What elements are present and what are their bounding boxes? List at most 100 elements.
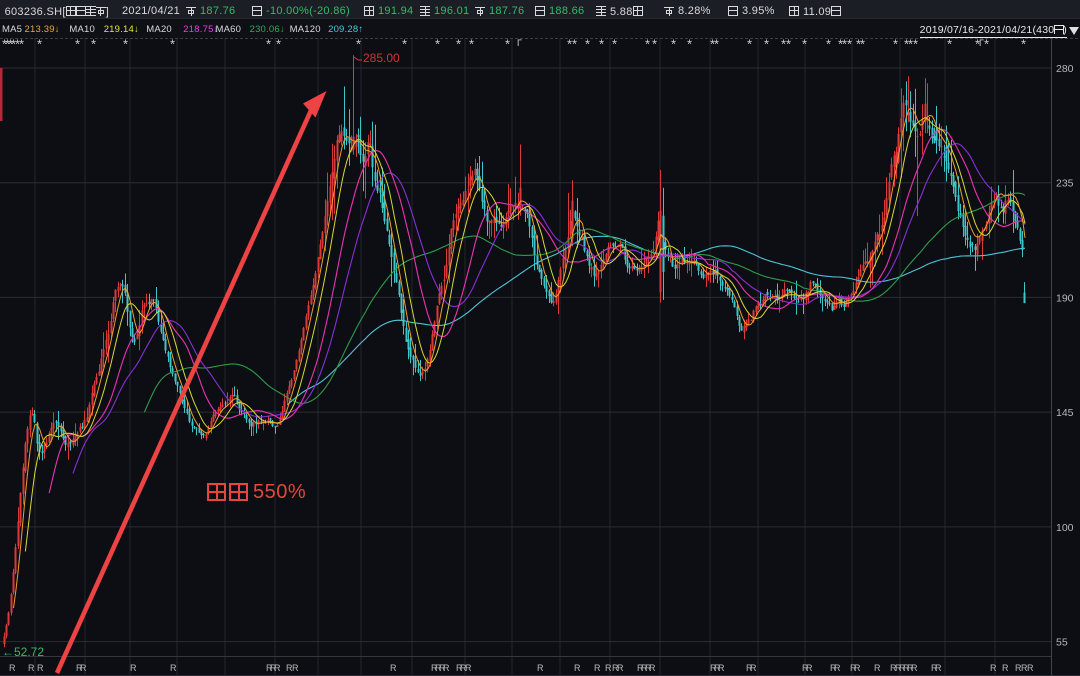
- svg-text:*: *: [913, 37, 918, 52]
- svg-text:*: *: [567, 37, 572, 52]
- svg-text:R: R: [274, 663, 281, 673]
- svg-text:Γ: Γ: [517, 38, 522, 48]
- svg-text:*: *: [904, 37, 909, 52]
- svg-text:*: *: [645, 37, 650, 52]
- svg-text:R: R: [830, 663, 837, 673]
- svg-text:R: R: [802, 663, 809, 673]
- svg-text:R: R: [270, 663, 277, 673]
- svg-text:*: *: [456, 37, 461, 52]
- svg-text:R: R: [1015, 663, 1022, 673]
- svg-text:R: R: [895, 663, 902, 673]
- svg-text:R: R: [931, 663, 938, 673]
- svg-text:R: R: [645, 663, 652, 673]
- svg-text:R: R: [890, 663, 897, 673]
- svg-text:*: *: [469, 37, 474, 52]
- svg-text:*: *: [947, 37, 952, 52]
- svg-text:R: R: [76, 663, 83, 673]
- svg-text:*: *: [572, 37, 577, 52]
- svg-text:R: R: [1002, 663, 1009, 673]
- svg-text:R: R: [292, 663, 299, 673]
- svg-text:R: R: [714, 663, 721, 673]
- svg-text:*: *: [19, 37, 24, 52]
- svg-text:R: R: [431, 663, 438, 673]
- svg-text:*: *: [585, 37, 590, 52]
- svg-text:R: R: [907, 663, 914, 673]
- svg-text:*: *: [714, 37, 719, 52]
- svg-text:*: *: [2, 37, 7, 52]
- svg-text:*: *: [747, 37, 752, 52]
- svg-text:R: R: [750, 663, 757, 673]
- svg-text:R: R: [266, 663, 273, 673]
- svg-text:R: R: [170, 663, 177, 673]
- svg-text:R: R: [537, 663, 544, 673]
- svg-text:R: R: [617, 663, 624, 673]
- svg-text:R: R: [935, 663, 942, 673]
- svg-text:R: R: [637, 663, 644, 673]
- svg-text:*: *: [612, 37, 617, 52]
- svg-text:*: *: [75, 37, 80, 52]
- svg-text:R: R: [834, 663, 841, 673]
- svg-text:R: R: [649, 663, 656, 673]
- svg-text:*: *: [276, 37, 281, 52]
- svg-text:R: R: [130, 663, 137, 673]
- svg-text:R: R: [710, 663, 717, 673]
- svg-text:R: R: [854, 663, 861, 673]
- svg-text:*: *: [710, 37, 715, 52]
- svg-text:100: 100: [1056, 522, 1074, 534]
- svg-text:*: *: [15, 37, 20, 52]
- svg-text:R: R: [903, 663, 910, 673]
- svg-text:R: R: [1021, 663, 1028, 673]
- svg-text:*: *: [671, 37, 676, 52]
- svg-text:*: *: [847, 37, 852, 52]
- svg-text:235: 235: [1056, 178, 1074, 190]
- svg-text:*: *: [37, 37, 42, 52]
- svg-text:*: *: [908, 37, 913, 52]
- svg-text:R: R: [80, 663, 87, 673]
- svg-text:*: *: [860, 37, 865, 52]
- svg-text:*: *: [91, 37, 96, 52]
- svg-text:R: R: [574, 663, 581, 673]
- svg-text:*: *: [764, 37, 769, 52]
- svg-text:R: R: [911, 663, 918, 673]
- svg-text:R: R: [465, 663, 472, 673]
- svg-text:*: *: [802, 37, 807, 52]
- svg-text:*: *: [652, 37, 657, 52]
- svg-text:*: *: [5, 37, 10, 52]
- svg-text:55: 55: [1056, 637, 1068, 649]
- svg-text:*: *: [856, 37, 861, 52]
- svg-text:*: *: [838, 37, 843, 52]
- svg-text:R: R: [456, 663, 463, 673]
- svg-text:←52.72: ←52.72: [2, 645, 44, 659]
- svg-text:R: R: [850, 663, 857, 673]
- svg-text:*: *: [975, 37, 980, 52]
- svg-text:*: *: [786, 37, 791, 52]
- svg-text:R: R: [9, 663, 16, 673]
- svg-text:*: *: [8, 37, 13, 52]
- svg-text:R: R: [435, 663, 442, 673]
- svg-text:190: 190: [1056, 292, 1074, 304]
- svg-text:R: R: [641, 663, 648, 673]
- svg-text:R: R: [1027, 663, 1034, 673]
- svg-text:R: R: [443, 663, 450, 673]
- svg-text:R: R: [390, 663, 397, 673]
- svg-text:*: *: [826, 37, 831, 52]
- svg-text:*: *: [402, 37, 407, 52]
- svg-text:*: *: [842, 37, 847, 52]
- svg-text:R: R: [439, 663, 446, 673]
- svg-text:280: 280: [1056, 63, 1074, 75]
- svg-text:145: 145: [1056, 407, 1074, 419]
- svg-text:*: *: [1021, 37, 1026, 52]
- svg-text:*: *: [266, 37, 271, 52]
- svg-text:*: *: [11, 37, 16, 52]
- svg-text:Γ: Γ: [979, 38, 984, 48]
- svg-text:*: *: [435, 37, 440, 52]
- svg-text:R: R: [806, 663, 813, 673]
- svg-text:R: R: [612, 663, 619, 673]
- svg-text:R: R: [874, 663, 881, 673]
- svg-text:R: R: [286, 663, 293, 673]
- svg-text:*: *: [687, 37, 692, 52]
- svg-text:*: *: [599, 37, 604, 52]
- svg-text:R: R: [594, 663, 601, 673]
- svg-text:R: R: [28, 663, 35, 673]
- svg-text:*: *: [123, 37, 128, 52]
